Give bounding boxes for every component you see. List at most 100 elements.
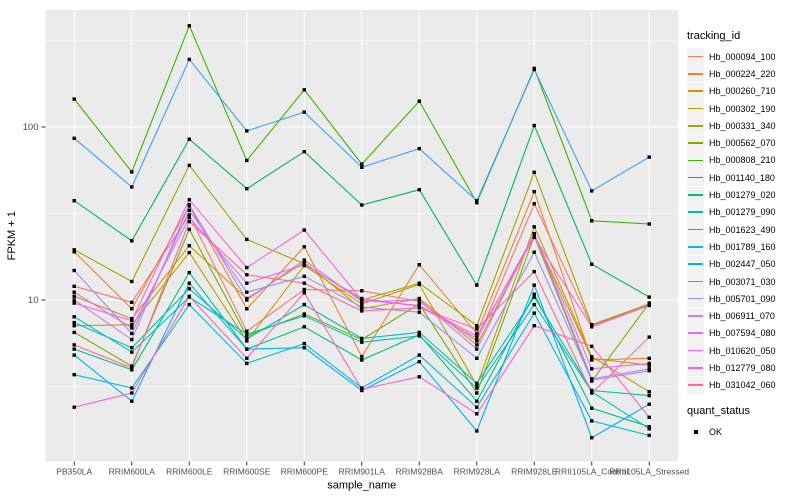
data-point — [360, 298, 364, 302]
data-point — [245, 356, 249, 360]
legend-item-label: Hb_005701_090 — [709, 293, 776, 304]
data-point — [245, 307, 249, 311]
data-point — [72, 353, 76, 357]
data-point — [72, 405, 76, 409]
data-point — [130, 279, 134, 284]
legend-tracking-items: Hb_000094_100 Hb_000224_220 Hb_000260_710 H… — [687, 48, 799, 394]
x-tick-label: RRIM600LA — [109, 467, 156, 477]
legend-key-line-icon — [688, 384, 703, 386]
data-point — [245, 298, 249, 302]
data-point — [245, 129, 249, 133]
legend-key-line-icon — [688, 142, 703, 144]
legend-key-swatch — [687, 342, 704, 360]
data-point — [417, 298, 421, 302]
data-point — [417, 310, 421, 314]
data-point — [532, 202, 536, 206]
legend-item-label: Hb_000331_340 — [709, 120, 776, 131]
data-point — [647, 390, 651, 394]
legend-item: Hb_012779_080 — [687, 359, 799, 377]
data-point — [647, 155, 651, 159]
data-point — [475, 429, 479, 433]
data-point — [130, 300, 134, 304]
legend-key-swatch — [687, 65, 704, 83]
legend-item-label: Hb_000808_210 — [709, 155, 776, 166]
legend-item: Hb_003071_030 — [687, 273, 799, 290]
data-point — [647, 402, 651, 406]
data-point — [417, 188, 421, 192]
x-tick-label: PB350LA — [56, 467, 92, 477]
legend-item: Hb_001279_090 — [687, 203, 799, 221]
data-point — [360, 162, 364, 166]
legend-key-line-icon — [688, 367, 703, 369]
data-point — [475, 383, 479, 388]
data-point — [647, 301, 651, 305]
legend-key-swatch — [687, 203, 704, 221]
legend-item: Hb_000094_100 — [687, 48, 799, 66]
data-point — [532, 123, 536, 128]
data-point — [187, 302, 191, 307]
data-point — [302, 287, 306, 292]
data-point — [532, 324, 536, 328]
legend-item: Hb_001140_180 — [687, 169, 799, 187]
data-point — [72, 324, 76, 328]
legend-item-label: Hb_002447_050 — [709, 259, 776, 270]
y-axis-title: FPKM + 1 — [6, 211, 18, 260]
data-point — [647, 425, 651, 429]
data-point — [532, 302, 536, 307]
data-point — [417, 263, 421, 267]
data-point — [72, 301, 76, 305]
legend-key-swatch — [687, 359, 704, 377]
data-point — [647, 433, 651, 438]
data-point — [130, 307, 134, 311]
legend-quant-status: quant_status OK — [687, 405, 799, 441]
data-point — [72, 373, 76, 377]
data-point — [475, 386, 479, 390]
data-point — [647, 295, 651, 299]
legend-key-line-icon — [688, 194, 703, 196]
legend-item: Hb_010620_050 — [687, 342, 799, 360]
data-point — [72, 199, 76, 203]
data-point — [130, 331, 134, 336]
legend-key-line-icon — [688, 332, 703, 335]
data-point — [417, 360, 421, 364]
data-point — [475, 356, 479, 360]
data-point — [187, 208, 191, 212]
data-point — [245, 332, 249, 336]
data-point — [475, 334, 479, 338]
legend-quant-label: OK — [709, 426, 723, 437]
data-point — [187, 213, 191, 217]
legend-key-line-icon — [688, 297, 703, 300]
legend-item-label: Hb_000562_070 — [709, 138, 776, 149]
data-point — [130, 391, 134, 395]
legend-title-tracking-id: tracking_id — [687, 30, 741, 42]
data-point — [475, 391, 479, 395]
legend-item-label: Hb_007594_080 — [709, 328, 776, 339]
data-point — [590, 406, 594, 410]
legend-key-swatch — [687, 423, 704, 441]
data-point — [360, 302, 364, 306]
data-point — [475, 324, 479, 328]
legend-key-swatch — [687, 273, 704, 290]
legend-key-swatch — [687, 117, 704, 135]
data-point — [417, 281, 421, 285]
legend-key-swatch — [687, 376, 704, 394]
data-point — [475, 399, 479, 403]
legend-item-label: Hb_000260_710 — [709, 86, 776, 97]
data-point — [130, 364, 134, 368]
y-tick-label: 100 — [23, 122, 39, 133]
data-point — [302, 291, 306, 295]
legend-key-swatch — [687, 169, 704, 187]
data-point — [72, 347, 76, 351]
data-point — [532, 170, 536, 174]
data-point — [360, 289, 364, 293]
legend-key-swatch — [687, 82, 704, 100]
data-point — [360, 336, 364, 341]
legend-item: Hb_000331_340 — [687, 117, 799, 135]
legend-key-swatch — [687, 307, 704, 325]
data-point — [130, 386, 134, 390]
data-point — [245, 187, 249, 191]
data-point — [187, 57, 191, 62]
data-point — [360, 305, 364, 309]
data-point — [532, 250, 536, 254]
